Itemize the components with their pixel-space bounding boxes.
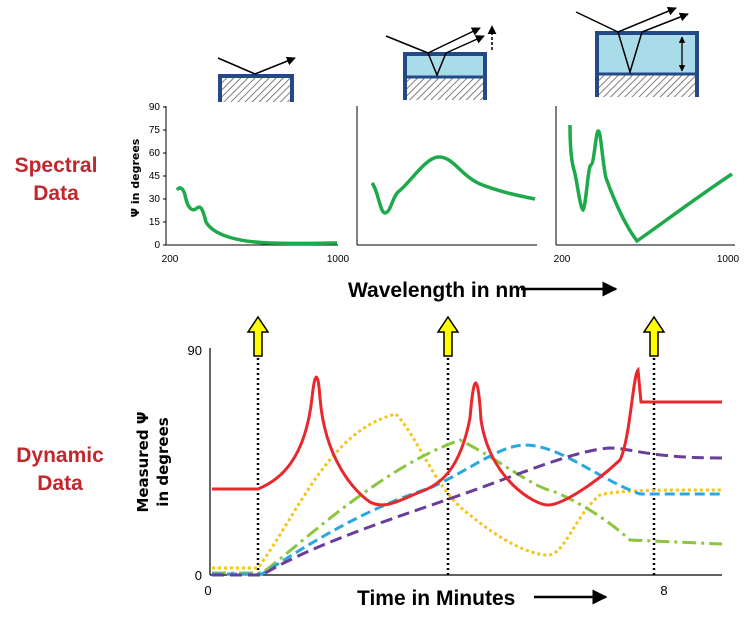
reflected-beam [254,56,296,75]
sample-bare-substrate-diagram [217,56,296,102]
dynamic-curve-purple [212,446,723,577]
event-markers [256,358,656,575]
dynamic-y-tick-90: 90 [188,343,202,358]
panel3-x-tick-max: 1000 [717,254,740,265]
spectral-curve-bare-substrate [175,186,338,246]
dynamic-curve-green [212,438,723,575]
yellow-arrows [246,315,666,357]
spectral-curve-thick-film [568,124,733,244]
dynamic-y-axis-label-line2: in degrees [154,417,172,506]
y-tick-15: 15 [149,217,161,228]
spectral-panel-2-axes [356,106,537,246]
sample-thin-film-diagram [385,25,497,100]
yellow-arrow-3 [642,315,666,357]
panel3-x-tick-min: 200 [554,254,571,265]
spectral-curve-thin-film [370,155,536,215]
dynamic-label-line1: Dynamic [16,444,104,467]
y-tick-75: 75 [149,125,161,136]
y-tick-90: 90 [149,102,161,113]
spectral-y-ticks: 90 75 60 45 30 15 0 [149,102,161,251]
dynamic-label-line2: Data [37,472,83,495]
spectral-label-line1: Spectral [15,154,98,177]
dynamic-x-tick-8: 8 [660,583,667,598]
spectral-x-axis-label: Wavelength in nm [348,279,527,302]
dynamic-y-axis-label-line1: Measured Ψ [134,411,152,512]
dynamic-curve-orange [212,412,723,570]
y-tick-60: 60 [149,148,161,159]
yellow-arrow-2 [436,315,460,357]
spectral-y-axis-label: Ψ in degrees [129,138,142,217]
panel1-x-tick-min: 200 [162,254,179,265]
sample-thick-film-diagram [575,6,699,97]
y-tick-0: 0 [154,240,160,251]
spectral-label-line2: Data [33,182,79,205]
dynamic-x-tick-0: 0 [204,583,211,598]
dynamic-x-axis-label: Time in Minutes [357,587,515,610]
panel1-x-tick-max: 1000 [327,254,350,265]
dynamic-curve-cyan [212,443,722,576]
spectral-panel-3-axes [555,106,735,246]
yellow-arrow-1 [246,315,270,357]
y-tick-45: 45 [149,171,161,182]
dynamic-curve-red [212,366,722,507]
y-tick-30: 30 [149,194,161,205]
incident-beam [217,57,256,75]
dynamic-axes [209,348,722,576]
dynamic-y-tick-0: 0 [195,568,202,583]
spectral-panel-1-axes [163,106,338,246]
